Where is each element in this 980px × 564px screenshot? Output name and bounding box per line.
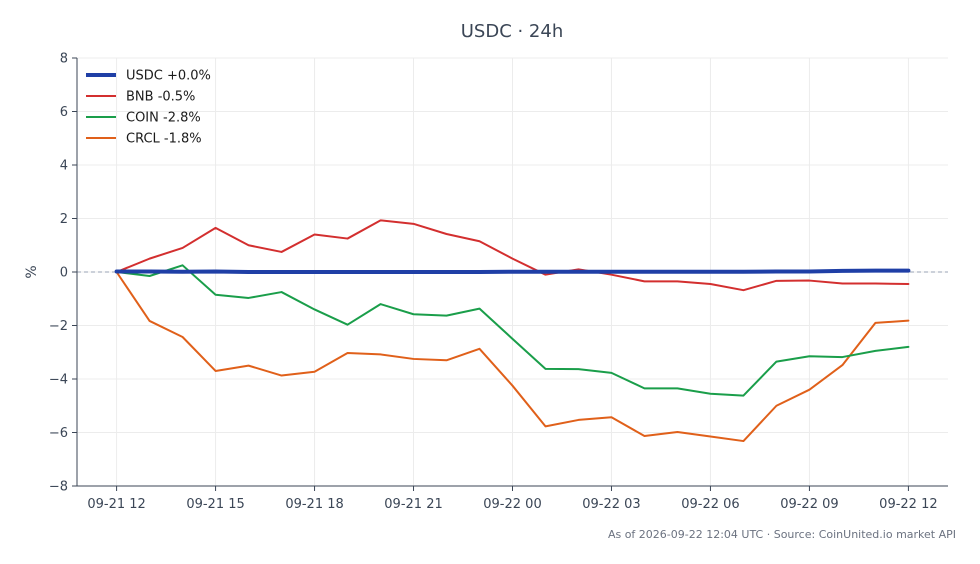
legend-label: BNB -0.5%: [126, 90, 195, 105]
y-tick-label: 4: [60, 159, 68, 174]
y-tick-label: 2: [60, 212, 68, 227]
y-tick-label: −4: [49, 373, 68, 388]
legend-label: CRCL -1.8%: [126, 132, 202, 147]
x-tick-label: 09-22 09: [780, 497, 838, 512]
legend-label: USDC +0.0%: [126, 69, 211, 84]
series-line-usdc: [114, 268, 911, 274]
x-tick-label: 09-22 00: [483, 497, 541, 512]
x-tick-label: 09-22 06: [681, 497, 739, 512]
series-line-crcl: [115, 271, 910, 443]
series-lines: [114, 219, 911, 443]
x-tick-labels: 09-21 12 09-21 15 09-21 18 09-21 21 09-22 00…: [87, 486, 938, 512]
source-footer: As of 2026-09-22 12:04 UTC · Source: Coi…: [608, 528, 956, 541]
x-tick-label: 09-22 03: [582, 497, 640, 512]
y-tick-label: 0: [60, 266, 68, 281]
y-tick-label: 6: [60, 105, 68, 120]
series-line-bnb: [115, 219, 910, 292]
legend-label: COIN -2.8%: [126, 111, 201, 126]
x-tick-label: 09-22 12: [879, 497, 937, 512]
y-tick-label: 8: [60, 52, 68, 67]
legend: USDC +0.0% BNB -0.5% COIN -2.8% CRCL -1.8%: [86, 69, 211, 147]
y-tick-label: −8: [49, 480, 68, 495]
x-tick-label: 09-21 15: [186, 497, 244, 512]
chart-title: USDC · 24h: [461, 21, 564, 42]
y-tick-labels: 8 6 4 2 0 −2 −4 −6 −8: [49, 52, 77, 495]
x-tick-label: 09-21 12: [87, 497, 145, 512]
y-tick-label: −6: [49, 426, 68, 441]
x-tick-label: 09-21 18: [285, 497, 343, 512]
y-axis-label: %: [24, 265, 40, 278]
series-line-coin: [115, 264, 910, 397]
x-tick-label: 09-21 21: [384, 497, 442, 512]
y-tick-label: −2: [49, 319, 68, 334]
